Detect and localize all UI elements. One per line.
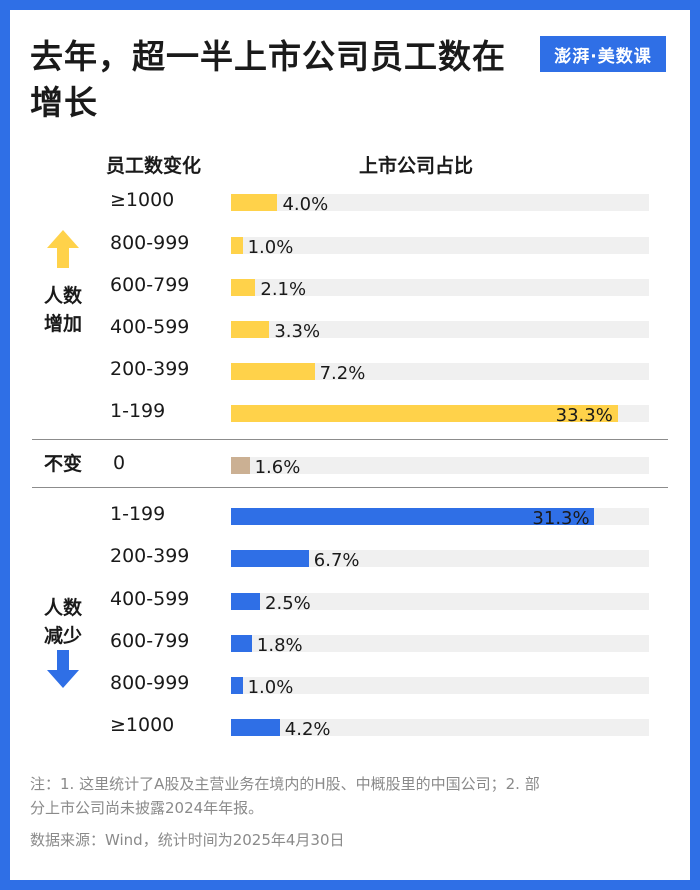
bar-value-label: 1.0% [247, 237, 294, 258]
bar [231, 321, 270, 338]
bar [231, 550, 309, 567]
bar-track: 31.3% [231, 508, 649, 529]
bar-value-label: 2.5% [265, 593, 311, 614]
bar-track: 1.8% [231, 635, 649, 656]
bar-value-label: 33.3% [555, 405, 613, 426]
bar-value-label: 3.3% [274, 321, 321, 342]
bar [231, 363, 315, 380]
category-label: 800-999 [110, 672, 190, 694]
bar-value-label: 4.0% [282, 194, 329, 215]
bar-track: 6.7% [231, 550, 649, 571]
category-label: 400-599 [110, 316, 190, 338]
category-label: ≥1000 [110, 189, 175, 211]
brand-logo: 澎湃·美数课 [540, 36, 666, 72]
category-label: 800-999 [110, 232, 190, 254]
category-column-header: 员工数变化 [106, 155, 202, 177]
bar-value-label: 4.2% [284, 719, 331, 740]
category-label: 600-799 [110, 274, 190, 296]
category-label: 0 [113, 452, 126, 474]
category-label: 1-199 [110, 503, 166, 525]
group-label-increase: 人数 增加 [43, 285, 82, 335]
bar-value-label: 6.7% [313, 550, 360, 571]
bar-track: 7.2% [231, 363, 649, 384]
bar-track: 1.0% [231, 677, 649, 698]
bar-track: 33.3% [231, 405, 649, 426]
bar [231, 593, 261, 610]
bar-track: 4.2% [231, 719, 649, 740]
category-label: 200-399 [110, 545, 190, 567]
chart-title: 去年，超一半上市公司员工数在增长 [30, 37, 506, 122]
bar [231, 194, 278, 211]
bar-value-label: 31.3% [532, 508, 590, 529]
category-label: 400-599 [110, 588, 190, 610]
divider-top [32, 439, 668, 440]
bar [231, 719, 280, 736]
group-label-unchanged: 不变 [43, 453, 82, 475]
bar-track: 1.6% [231, 457, 649, 478]
bar [231, 237, 243, 254]
bar-track: 2.1% [231, 279, 649, 300]
data-source: 数据来源：Wind，统计时间为2025年4月30日 [30, 831, 345, 849]
bar [231, 405, 618, 422]
footnote-line-1: 注：1. 这里统计了A股及主营业务在境内的H股、中概股里的中国公司；2. 部 [30, 775, 540, 793]
bar-track: 4.0% [231, 194, 649, 215]
arrow-down-icon [47, 650, 79, 688]
category-label: 600-799 [110, 630, 190, 652]
footnote: 注：1. 这里统计了A股及主营业务在境内的H股、中概股里的中国公司；2. 部 分… [30, 772, 670, 820]
bar-value-label: 7.2% [319, 363, 366, 384]
bar [231, 457, 250, 474]
group-label-decrease: 人数 减少 [43, 597, 82, 647]
bar [231, 677, 243, 694]
category-label: 200-399 [110, 358, 190, 380]
divider-bottom [32, 487, 668, 488]
bar [231, 279, 256, 296]
arrow-up-icon [47, 230, 79, 268]
value-column-header: 上市公司占比 [359, 155, 474, 177]
bar [231, 635, 252, 652]
bar [231, 508, 595, 525]
category-label: ≥1000 [110, 714, 175, 736]
bar-value-label: 1.6% [254, 457, 301, 478]
bar-track: 2.5% [231, 593, 649, 614]
bar-value-label: 1.8% [256, 635, 303, 656]
bar-track: 3.3% [231, 321, 649, 342]
bar-value-label: 1.0% [247, 677, 294, 698]
bar-value-label: 2.1% [260, 279, 307, 300]
category-label: 1-199 [110, 400, 166, 422]
footnote-line-2: 分上市公司尚未披露2024年年报。 [30, 799, 264, 817]
bar-track: 1.0% [231, 237, 649, 258]
